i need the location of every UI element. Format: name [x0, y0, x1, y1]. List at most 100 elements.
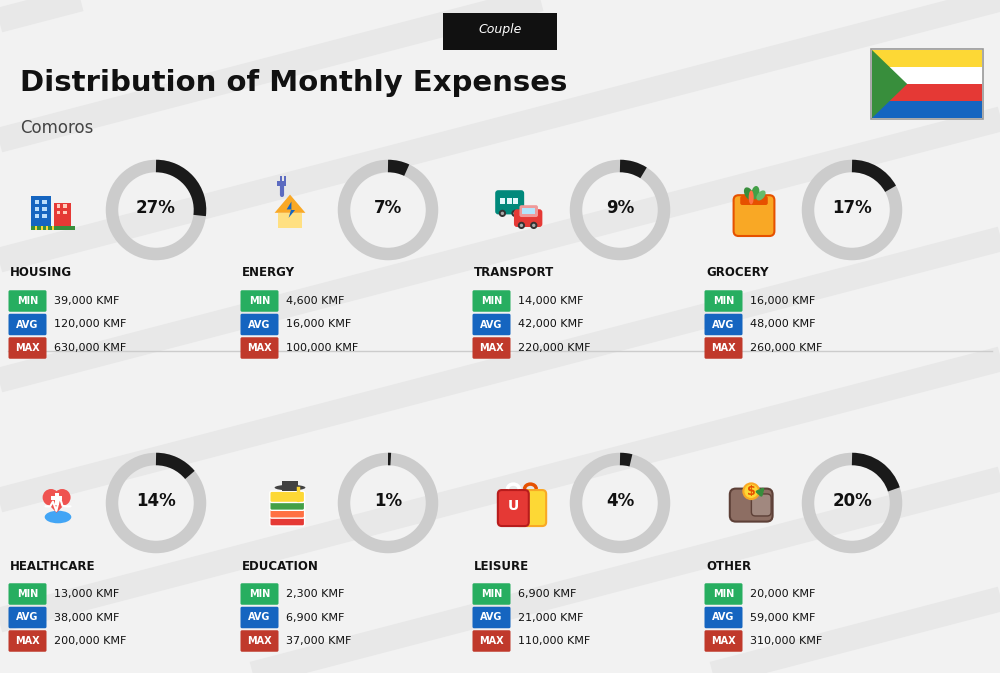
Text: AVG: AVG: [248, 320, 271, 330]
Bar: [35, 213, 39, 217]
Text: 27%: 27%: [136, 199, 176, 217]
Bar: [31, 196, 51, 227]
Text: 4,600 KMF: 4,600 KMF: [286, 296, 344, 306]
Text: 48,000 KMF: 48,000 KMF: [750, 320, 816, 330]
Text: OTHER: OTHER: [706, 559, 751, 573]
Text: U: U: [508, 499, 519, 513]
FancyBboxPatch shape: [705, 337, 743, 359]
Circle shape: [511, 210, 519, 217]
FancyBboxPatch shape: [734, 195, 774, 236]
Text: MIN: MIN: [249, 589, 270, 599]
Bar: [63, 211, 67, 214]
Text: 13,000 KMF: 13,000 KMF: [54, 589, 119, 599]
Text: MIN: MIN: [713, 589, 734, 599]
Text: 20,000 KMF: 20,000 KMF: [750, 589, 815, 599]
Bar: [57, 211, 60, 214]
FancyBboxPatch shape: [495, 190, 524, 215]
FancyBboxPatch shape: [705, 290, 743, 312]
FancyBboxPatch shape: [473, 583, 511, 605]
Text: LEISURE: LEISURE: [474, 559, 529, 573]
Text: MIN: MIN: [713, 296, 734, 306]
Text: MAX: MAX: [711, 343, 736, 353]
Bar: [522, 209, 535, 214]
Text: MIN: MIN: [249, 296, 270, 306]
FancyBboxPatch shape: [240, 337, 278, 359]
Text: AVG: AVG: [480, 320, 503, 330]
Bar: [513, 198, 518, 204]
Text: 7%: 7%: [374, 199, 402, 217]
Bar: [872, 84, 982, 101]
Bar: [57, 204, 60, 208]
FancyBboxPatch shape: [8, 583, 46, 605]
Ellipse shape: [275, 485, 305, 491]
Bar: [55, 493, 59, 505]
Text: 2,300 KMF: 2,300 KMF: [286, 589, 344, 599]
Text: MIN: MIN: [481, 589, 502, 599]
Text: 260,000 KMF: 260,000 KMF: [750, 343, 822, 353]
Text: ENERGY: ENERGY: [242, 267, 295, 279]
Text: 14%: 14%: [136, 492, 176, 510]
Text: 59,000 KMF: 59,000 KMF: [750, 612, 815, 623]
Text: AVG: AVG: [16, 612, 39, 623]
Bar: [46, 226, 48, 229]
Ellipse shape: [45, 511, 71, 524]
FancyBboxPatch shape: [519, 205, 538, 217]
Circle shape: [501, 212, 504, 215]
Text: Distribution of Monthly Expenses: Distribution of Monthly Expenses: [20, 69, 567, 97]
FancyBboxPatch shape: [751, 494, 771, 516]
FancyBboxPatch shape: [473, 607, 511, 629]
Bar: [51, 496, 62, 499]
Bar: [41, 226, 43, 229]
Text: MAX: MAX: [247, 343, 272, 353]
Bar: [42, 200, 47, 203]
Polygon shape: [287, 202, 295, 218]
Text: Comoros: Comoros: [20, 119, 93, 137]
Text: 9%: 9%: [606, 199, 634, 217]
Text: $: $: [747, 485, 756, 498]
Text: 38,000 KMF: 38,000 KMF: [54, 612, 119, 623]
FancyBboxPatch shape: [740, 196, 768, 205]
FancyBboxPatch shape: [443, 13, 557, 50]
Bar: [872, 50, 982, 67]
Bar: [52, 226, 54, 229]
Text: 100,000 KMF: 100,000 KMF: [286, 343, 358, 353]
FancyBboxPatch shape: [705, 583, 743, 605]
Text: MAX: MAX: [711, 636, 736, 646]
Bar: [35, 200, 39, 203]
Ellipse shape: [756, 190, 766, 201]
Bar: [54, 203, 71, 227]
Text: AVG: AVG: [712, 612, 735, 623]
Circle shape: [499, 210, 506, 217]
FancyBboxPatch shape: [473, 314, 511, 335]
FancyBboxPatch shape: [240, 314, 278, 335]
Text: HEALTHCARE: HEALTHCARE: [10, 559, 95, 573]
FancyBboxPatch shape: [473, 337, 511, 359]
Bar: [35, 226, 37, 229]
Text: AVG: AVG: [248, 612, 271, 623]
FancyBboxPatch shape: [240, 630, 278, 651]
FancyBboxPatch shape: [8, 314, 46, 335]
Text: 6,900 KMF: 6,900 KMF: [518, 589, 576, 599]
FancyBboxPatch shape: [240, 583, 278, 605]
FancyBboxPatch shape: [270, 491, 305, 503]
Bar: [872, 67, 982, 84]
Text: 20%: 20%: [832, 492, 872, 510]
Text: MAX: MAX: [15, 343, 40, 353]
Text: MAX: MAX: [15, 636, 40, 646]
Bar: [500, 198, 505, 204]
FancyBboxPatch shape: [240, 607, 278, 629]
Text: 120,000 KMF: 120,000 KMF: [54, 320, 126, 330]
FancyBboxPatch shape: [705, 630, 743, 651]
Text: MIN: MIN: [17, 296, 38, 306]
Text: 17%: 17%: [832, 199, 872, 217]
Text: AVG: AVG: [480, 612, 503, 623]
Ellipse shape: [749, 190, 754, 205]
Circle shape: [43, 489, 59, 506]
Text: 42,000 KMF: 42,000 KMF: [518, 320, 584, 330]
FancyBboxPatch shape: [8, 290, 46, 312]
Text: AVG: AVG: [16, 320, 39, 330]
Bar: [277, 180, 286, 186]
Circle shape: [532, 223, 535, 227]
Polygon shape: [43, 499, 70, 513]
Circle shape: [54, 489, 71, 506]
